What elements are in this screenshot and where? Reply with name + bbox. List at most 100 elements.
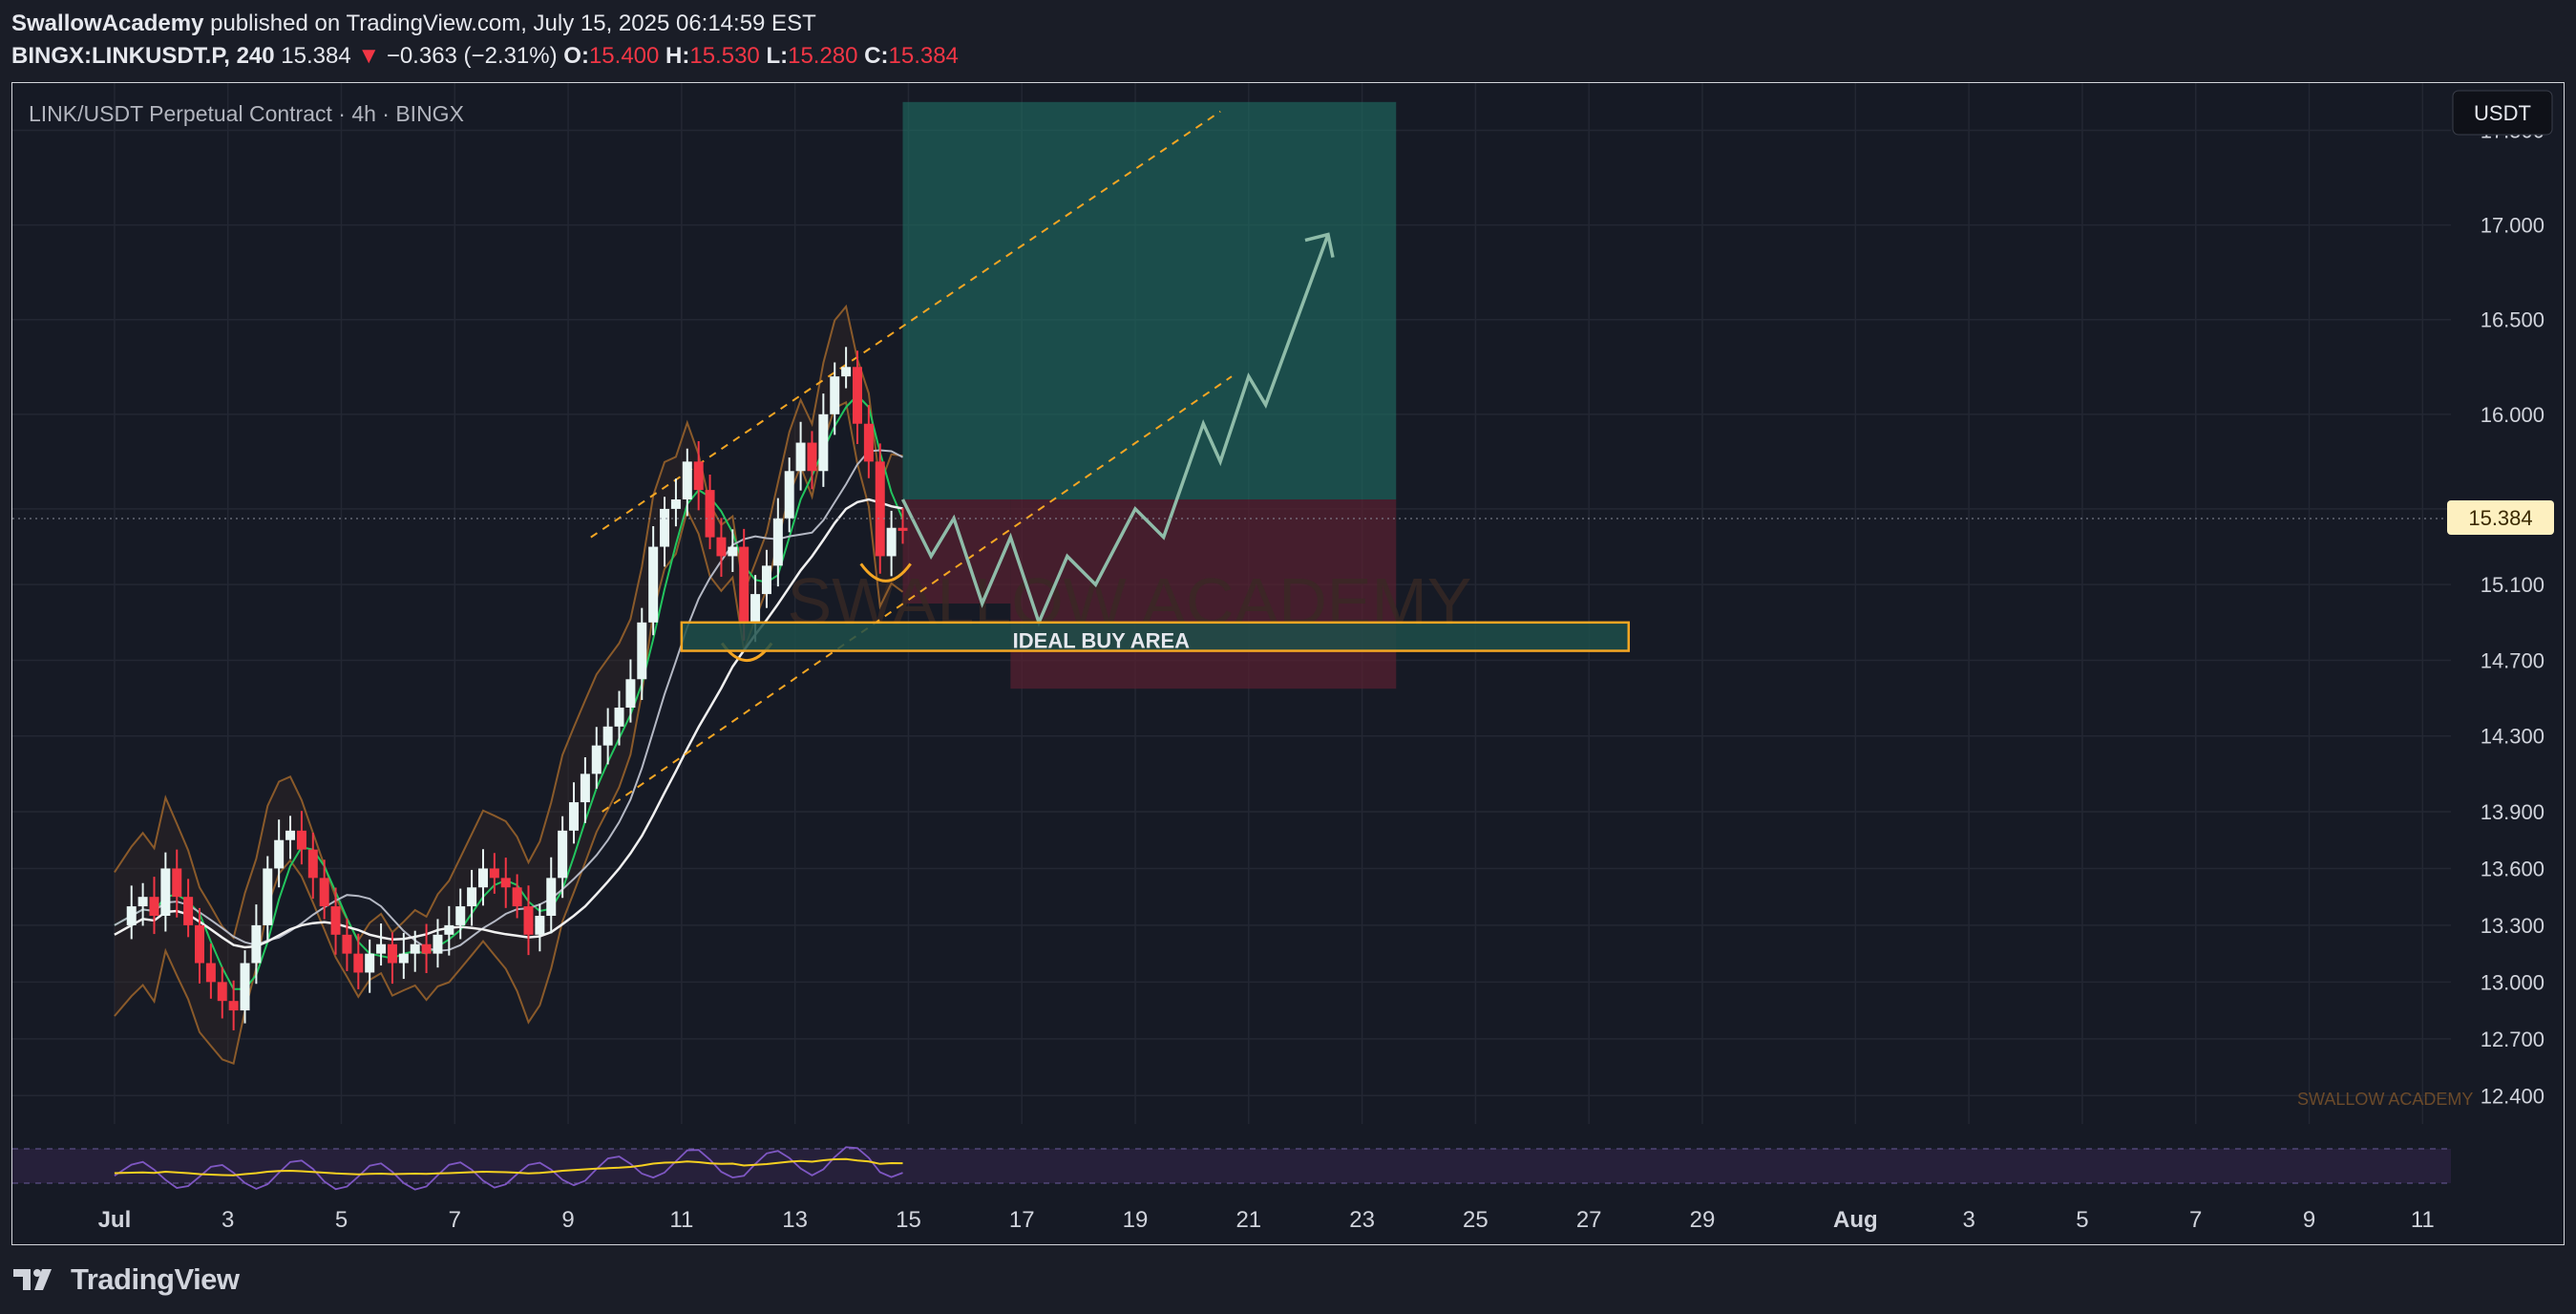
candle-body xyxy=(307,849,318,879)
open-value: 15.400 xyxy=(588,43,660,69)
candle-body xyxy=(670,499,681,509)
candle-body xyxy=(455,906,466,925)
candle-body xyxy=(614,708,624,727)
candle-body xyxy=(841,367,852,377)
date-tick-label: 23 xyxy=(1349,1207,1375,1233)
low-label: L: xyxy=(766,43,789,69)
price-tick-label: 12.400 xyxy=(2481,1084,2544,1108)
price-tick-label: 16.500 xyxy=(2481,308,2544,332)
candle-body xyxy=(263,868,273,925)
candle-body xyxy=(489,868,499,879)
currency-label[interactable]: USDT xyxy=(2474,101,2531,125)
last-price-tag-text: 15.384 xyxy=(2468,506,2532,530)
chart-frame[interactable]: SWALLOW ACADEMY IDEAL BUY AREA 17.50017.… xyxy=(11,82,2565,1245)
date-tick-label: 7 xyxy=(2189,1207,2202,1233)
tradingview-brand[interactable]: TradingView xyxy=(71,1262,240,1296)
projection-path xyxy=(900,232,1335,627)
date-tick-label: 5 xyxy=(335,1207,348,1233)
price-tick-label: 14.700 xyxy=(2481,648,2544,672)
channel-upper-line xyxy=(590,110,1221,539)
candle-body xyxy=(376,943,387,954)
candle-body xyxy=(319,878,329,907)
candle-body xyxy=(795,442,806,472)
band-upper-line xyxy=(114,304,903,943)
last-price-tag-bg xyxy=(2447,500,2554,535)
target-zone xyxy=(902,101,1397,500)
candle-body xyxy=(863,423,874,462)
candle-body xyxy=(818,413,829,472)
candle-body xyxy=(467,887,477,907)
candle-body xyxy=(602,726,613,746)
symbol-label: BINGX:LINKUSDT.P, 240 xyxy=(11,43,275,69)
candle-body xyxy=(137,897,148,907)
candle-body xyxy=(716,537,727,557)
candle-body xyxy=(523,906,534,935)
candle-body xyxy=(761,565,771,595)
candle-body xyxy=(750,594,761,623)
candle-body xyxy=(149,897,159,916)
moving-averages xyxy=(114,393,904,990)
candle-body xyxy=(433,934,443,954)
price-tick-label: 15.100 xyxy=(2481,573,2544,597)
candle-body xyxy=(546,878,557,916)
last-price-tag: 15.384 xyxy=(2447,500,2554,535)
candle-body xyxy=(784,471,794,519)
candle-body xyxy=(625,679,636,708)
channel-lower-line xyxy=(602,375,1233,813)
candle-body xyxy=(172,868,182,898)
position-zones xyxy=(902,101,1397,689)
candle-body xyxy=(693,461,704,491)
candle-body xyxy=(569,802,580,831)
candle-body xyxy=(410,943,420,954)
date-tick-label: 15 xyxy=(896,1207,921,1233)
small-watermark: SWALLOW ACADEMY xyxy=(2297,1090,2473,1109)
date-tick-label: Aug xyxy=(1833,1207,1878,1233)
ohlc-line: BINGX:LINKUSDT.P, 240 15.384 ▼ −0.363 (−… xyxy=(11,40,959,73)
ema-short-line xyxy=(114,393,904,990)
candle-body xyxy=(660,508,670,547)
rsi-signal-line xyxy=(114,1157,903,1176)
date-tick-label: 13 xyxy=(782,1207,808,1233)
date-tick-label: 17 xyxy=(1009,1207,1035,1233)
date-tick-label: 29 xyxy=(1690,1207,1716,1233)
candle-body xyxy=(217,982,227,1002)
ma-long-line xyxy=(114,498,903,949)
candle-body xyxy=(274,839,285,869)
currency-button[interactable]: USDT xyxy=(2452,90,2553,136)
chart-title: LINK/USDT Perpetual Contract · 4h · BING… xyxy=(29,101,464,126)
ma-mid-line xyxy=(114,449,903,952)
rsi-line xyxy=(114,1146,903,1191)
candle-body xyxy=(285,830,296,840)
time-axis[interactable]: Jul 3 5 7 9 11 13 15 17 19 21 23 25 27 29 Aug 3 5 7 9 11 xyxy=(98,1207,2435,1233)
trend-channel xyxy=(590,110,1233,813)
author-name[interactable]: SwallowAcademy xyxy=(11,11,204,36)
date-tick-label: 3 xyxy=(1962,1207,1974,1233)
price-chart[interactable]: SWALLOW ACADEMY IDEAL BUY AREA 17.50017.… xyxy=(12,83,2564,1244)
date-tick-label: 21 xyxy=(1235,1207,1261,1233)
candle-body xyxy=(580,774,590,803)
entry-zone xyxy=(902,499,1011,604)
price-change: −0.363 (−2.31%) xyxy=(386,43,558,69)
candle-body xyxy=(387,943,397,964)
candle-body xyxy=(591,745,602,774)
ideal-buy-area[interactable] xyxy=(680,621,1631,652)
date-tick-label: 5 xyxy=(2076,1207,2088,1233)
tradingview-logo-icon[interactable] xyxy=(11,1265,61,1294)
currency-button-bg[interactable] xyxy=(2452,90,2553,136)
candle-body xyxy=(398,953,409,964)
candle-body xyxy=(830,376,840,414)
candle-body xyxy=(195,924,205,964)
rsi-band xyxy=(12,1149,2451,1183)
candle-body xyxy=(228,1001,239,1011)
date-tick-label: 3 xyxy=(222,1207,234,1233)
price-tick-label: 13.000 xyxy=(2481,970,2544,994)
price-tick-label: 17.000 xyxy=(2481,214,2544,238)
date-tick-label: 27 xyxy=(1576,1207,1602,1233)
candle-body xyxy=(444,924,454,935)
date-tick-label: 19 xyxy=(1123,1207,1149,1233)
candle-body xyxy=(648,546,659,623)
candle-body xyxy=(875,461,885,557)
candle-body xyxy=(126,906,137,925)
candle-body xyxy=(535,916,545,935)
candle-body xyxy=(353,953,364,973)
